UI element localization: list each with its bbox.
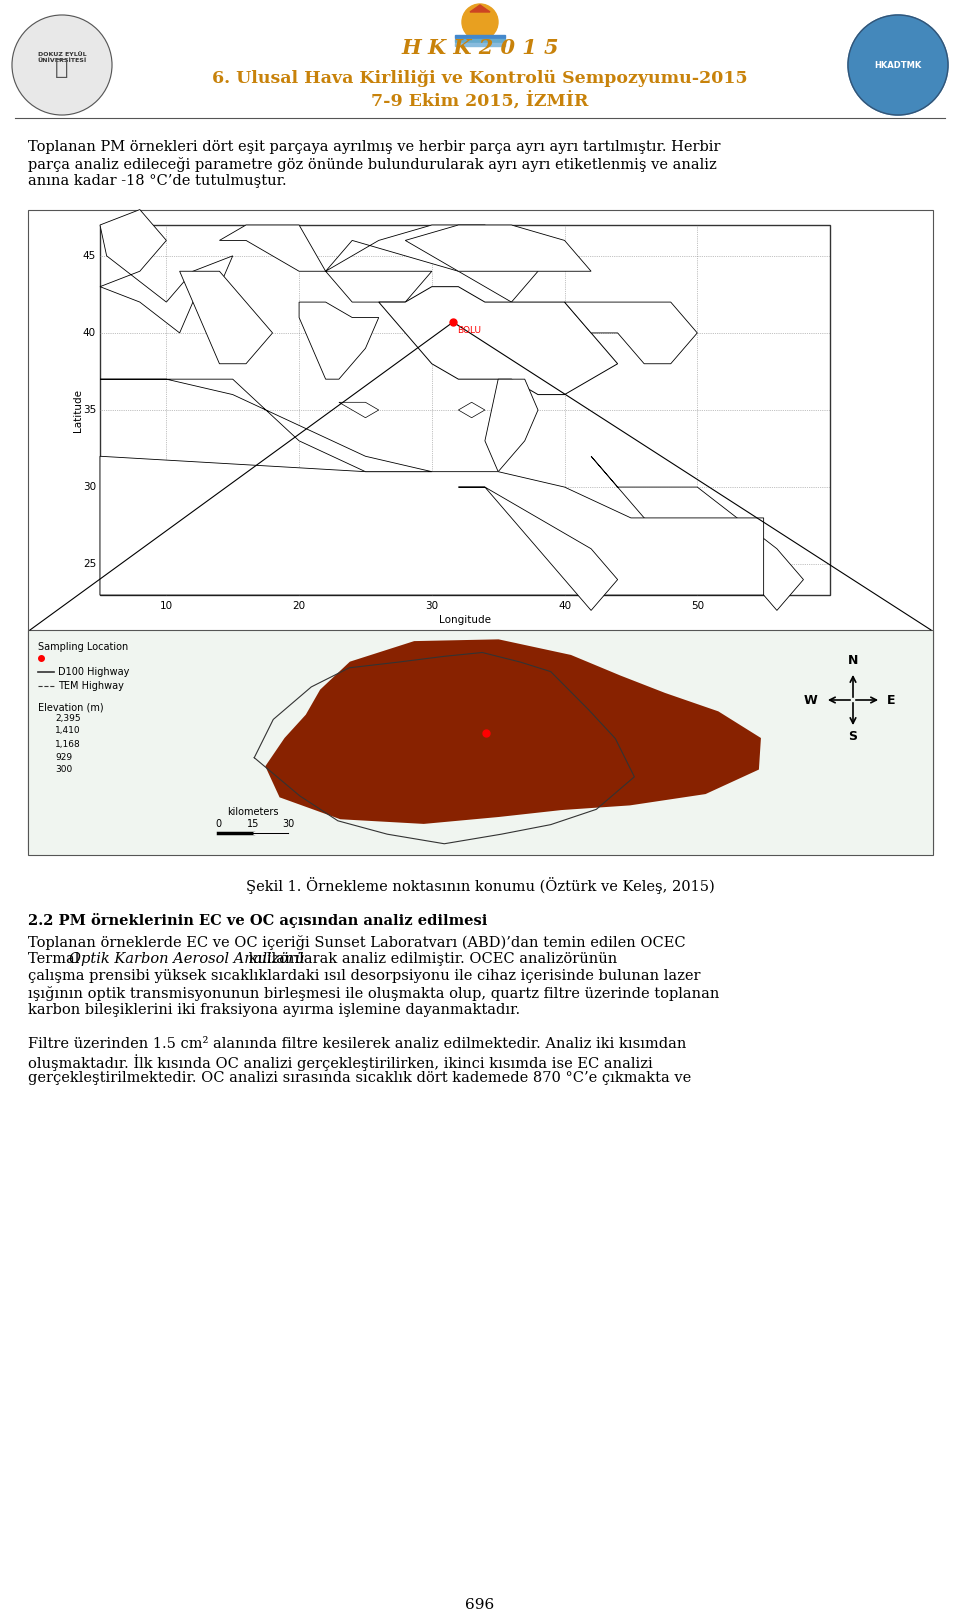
Text: 2.2 PM örneklerinin EC ve OC açısından analiz edilmesi: 2.2 PM örneklerinin EC ve OC açısından a… [28, 913, 488, 928]
Polygon shape [470, 5, 490, 11]
Polygon shape [300, 303, 379, 379]
Polygon shape [100, 379, 432, 472]
Circle shape [462, 3, 498, 40]
Text: Termal: Termal [28, 952, 84, 967]
Circle shape [12, 14, 112, 114]
Text: parça analiz edileceği parametre göz önünde bulundurularak ayrı ayrı etiketlenmi: parça analiz edileceği parametre göz önü… [28, 156, 717, 172]
Text: Şekil 1. Örnekleme noktasının konumu (Öztürk ve Keleş, 2015): Şekil 1. Örnekleme noktasının konumu (Öz… [246, 876, 714, 894]
Bar [38, 752, 52, 762]
Polygon shape [368, 688, 652, 794]
Text: Sampling Location: Sampling Location [38, 643, 129, 652]
Polygon shape [322, 659, 725, 815]
Circle shape [848, 14, 948, 114]
Bar [38, 714, 52, 723]
Bar [38, 727, 52, 736]
Text: Toplanan örneklerde EC ve OC içeriği Sunset Laboratvarı (ABD)’dan temin edilen O: Toplanan örneklerde EC ve OC içeriği Sun… [28, 934, 685, 950]
Text: Filtre üzerinden 1.5 cm² alanında filtre kesilerek analiz edilmektedir. Analiz i: Filtre üzerinden 1.5 cm² alanında filtre… [28, 1037, 686, 1050]
Text: BOLU: BOLU [457, 325, 481, 335]
Polygon shape [220, 226, 432, 303]
Text: 696: 696 [466, 1598, 494, 1611]
Bar [28, 630, 933, 855]
Text: Toplanan PM örnekleri dört eşit parçaya ayrılmış ve herbir parça ayrı ayrı tartı: Toplanan PM örnekleri dört eşit parçaya … [28, 140, 721, 155]
Text: 25: 25 [83, 559, 96, 569]
Text: H K K 2 0 1 5: H K K 2 0 1 5 [401, 39, 559, 58]
Text: 929: 929 [55, 752, 72, 762]
Text: oluşmaktadır. İlk kısında OC analizi gerçekleştirilirken, ikinci kısımda ise EC : oluşmaktadır. İlk kısında OC analizi ger… [28, 1054, 653, 1071]
Polygon shape [458, 487, 617, 611]
Polygon shape [418, 714, 580, 770]
Polygon shape [382, 698, 626, 786]
Text: 45: 45 [83, 251, 96, 261]
Polygon shape [405, 226, 591, 271]
Text: 6. Ulusal Hava Kirliliği ve Kontrolü Sempozyumu-2015: 6. Ulusal Hava Kirliliği ve Kontrolü Sem… [212, 69, 748, 87]
Polygon shape [379, 287, 617, 395]
Text: E: E [887, 693, 896, 707]
Text: D100 Highway: D100 Highway [58, 667, 130, 677]
Text: HKADTMK: HKADTMK [875, 61, 922, 69]
Text: 40: 40 [558, 601, 571, 611]
Text: 30: 30 [425, 601, 439, 611]
Text: Optik Karbon Aerosol Analizörü: Optik Karbon Aerosol Analizörü [69, 952, 304, 967]
Bar [455, 43, 505, 47]
Text: W: W [804, 693, 818, 707]
Text: Latitude: Latitude [73, 388, 83, 432]
Polygon shape [355, 678, 678, 802]
Text: 50: 50 [690, 601, 704, 611]
Polygon shape [564, 303, 697, 364]
Text: ışığının optik transmisyonunun birleşmesi ile oluşmakta olup, quartz filtre üzer: ışığının optik transmisyonunun birleşmes… [28, 986, 719, 1000]
Bar [38, 765, 52, 775]
Text: DOKUZ EYLÜL
ÜNİVERSİTESİ: DOKUZ EYLÜL ÜNİVERSİTESİ [37, 52, 86, 63]
Text: karbon bileşiklerini iki fraksiyona ayırma işlemine dayanmaktadır.: karbon bileşiklerini iki fraksiyona ayır… [28, 1004, 520, 1017]
Text: N: N [848, 654, 858, 667]
Bar [455, 39, 505, 42]
Text: 300: 300 [55, 765, 72, 775]
Text: 20: 20 [293, 601, 305, 611]
Polygon shape [591, 456, 804, 611]
Text: 15: 15 [247, 818, 259, 830]
Bar [28, 209, 933, 851]
Text: anına kadar -18 °C’de tutulmuştur.: anına kadar -18 °C’de tutulmuştur. [28, 174, 287, 188]
Text: TEM Highway: TEM Highway [58, 681, 124, 691]
Text: gerçekleştirilmektedir. OC analizi sırasında sıcaklık dört kademede 870 °C’e çık: gerçekleştirilmektedir. OC analizi sıras… [28, 1071, 691, 1084]
Text: Elevation (m): Elevation (m) [38, 702, 104, 712]
Text: 1,410: 1,410 [55, 727, 81, 736]
Text: S: S [849, 730, 857, 743]
Bar [100, 226, 830, 594]
Text: 35: 35 [83, 404, 96, 416]
Bar [38, 739, 52, 749]
Polygon shape [398, 706, 603, 780]
Bar [455, 35, 505, 39]
Polygon shape [180, 271, 273, 364]
Polygon shape [325, 226, 538, 303]
Text: 1,168: 1,168 [55, 739, 81, 749]
Text: 30: 30 [282, 818, 294, 830]
Text: 10: 10 [159, 601, 173, 611]
Polygon shape [458, 403, 485, 417]
Text: 40: 40 [83, 329, 96, 338]
Text: kullanılarak analiz edilmiştir. OCEC analizörünün: kullanılarak analiz edilmiştir. OCEC ana… [245, 952, 617, 967]
Polygon shape [344, 669, 703, 809]
Polygon shape [100, 209, 232, 333]
Text: 🐴: 🐴 [56, 58, 69, 77]
Text: 2,395: 2,395 [55, 714, 81, 722]
Text: kilometers: kilometers [228, 807, 278, 817]
Polygon shape [485, 379, 538, 472]
Text: 0: 0 [215, 818, 221, 830]
Text: 7-9 Ekim 2015, İZMİR: 7-9 Ekim 2015, İZMİR [372, 90, 588, 110]
Text: çalışma prensibi yüksek sıcaklıklardaki ısıl desorpsiyonu ile cihaz içerisinde b: çalışma prensibi yüksek sıcaklıklardaki … [28, 968, 701, 983]
Polygon shape [339, 403, 379, 417]
Text: Longitude: Longitude [439, 615, 491, 625]
Polygon shape [265, 640, 761, 823]
Text: 30: 30 [83, 482, 96, 491]
Polygon shape [100, 456, 763, 594]
Polygon shape [295, 649, 745, 820]
